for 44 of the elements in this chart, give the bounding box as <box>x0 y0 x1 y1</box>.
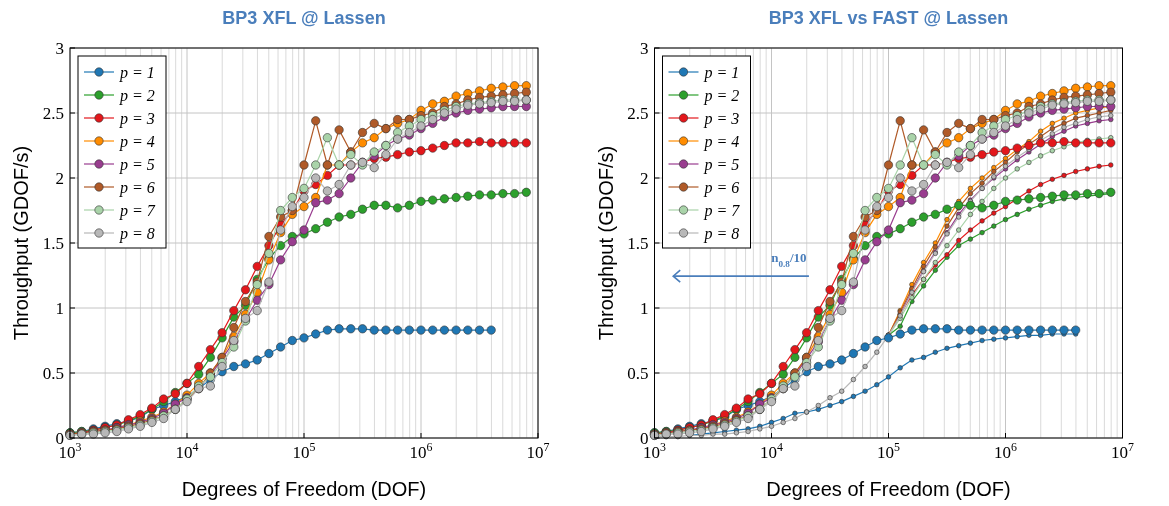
legend-label: p = 5 <box>119 155 155 174</box>
x-tick-label: 10$^{7}$ <box>1111 440 1135 462</box>
x-tick-label: 10$^{4}$ <box>175 440 199 462</box>
legend-label: p = 1 <box>119 63 155 82</box>
y-tick-label: 3 <box>640 38 649 58</box>
y-axis-title: Throughput (GDOF/s) <box>10 145 32 341</box>
legend-label: p = 7 <box>703 201 741 220</box>
legend-label: p = 3 <box>119 109 155 128</box>
y-tick-label: 0 <box>640 428 649 448</box>
x-tick-label: 10$^{5}$ <box>292 440 316 462</box>
x-tick-label: 10$^{6}$ <box>409 440 433 462</box>
y-tick-label: 1.5 <box>42 233 64 253</box>
annotation: n$_{0.8}$/10 <box>771 250 807 270</box>
legend-label: p = 6 <box>703 178 740 197</box>
legend-label: p = 1 <box>703 63 740 82</box>
x-axis-title: Degrees of Freedom (DOF) <box>766 478 1011 500</box>
legend-label: p = 7 <box>119 201 156 220</box>
y-tick-label: 3 <box>55 38 64 58</box>
chart-title: BP3 XFL vs FAST @ Lassen <box>768 8 1009 28</box>
y-tick-label: 0.5 <box>627 363 649 383</box>
y-tick-label: 1.5 <box>627 233 649 253</box>
legend-label: p = 2 <box>703 86 740 105</box>
y-tick-label: 2 <box>55 168 64 188</box>
legend-label: p = 6 <box>119 178 155 197</box>
legend-label: p = 2 <box>119 86 155 105</box>
x-axis-title: Degrees of Freedom (DOF) <box>181 478 427 500</box>
y-tick-label: 2.5 <box>42 103 64 123</box>
x-tick-label: 10$^{7}$ <box>526 440 550 462</box>
y-axis-title: Throughput (GDOF/s) <box>594 145 617 341</box>
x-tick-label: 10$^{5}$ <box>877 440 901 462</box>
chart-title: BP3 XFL @ Lassen <box>222 8 386 28</box>
y-tick-label: 2 <box>640 168 649 188</box>
legend-label: p = 3 <box>703 109 740 128</box>
legend-label: p = 8 <box>703 224 740 243</box>
y-tick-label: 1 <box>640 298 649 318</box>
y-tick-label: 2.5 <box>627 103 649 123</box>
y-tick-label: 0.5 <box>42 363 64 383</box>
y-tick-label: 1 <box>55 298 64 318</box>
legend-label: p = 8 <box>119 224 155 243</box>
legend-label: p = 5 <box>703 155 740 174</box>
x-tick-label: 10$^{4}$ <box>760 440 784 462</box>
x-tick-label: 10$^{6}$ <box>994 440 1018 462</box>
legend-label: p = 4 <box>119 132 155 151</box>
legend-label: p = 4 <box>703 132 740 151</box>
